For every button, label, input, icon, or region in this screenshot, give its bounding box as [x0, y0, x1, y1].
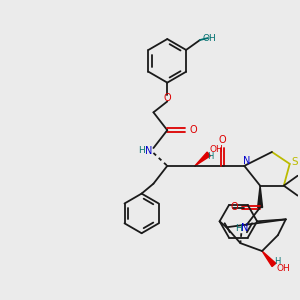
Text: O: O [164, 94, 171, 103]
Polygon shape [258, 186, 262, 208]
Text: OH: OH [277, 264, 291, 273]
Text: O: O [219, 135, 226, 145]
Polygon shape [195, 152, 210, 166]
Text: O: O [231, 202, 238, 212]
Text: H: H [274, 257, 280, 266]
Text: N: N [243, 156, 250, 166]
Text: N: N [241, 223, 248, 233]
Text: OH: OH [203, 34, 217, 43]
Text: N: N [145, 146, 152, 156]
Text: H: H [208, 152, 214, 161]
Text: H: H [235, 224, 242, 233]
Text: H: H [138, 146, 145, 155]
Text: O: O [189, 125, 197, 135]
Polygon shape [262, 251, 276, 266]
Text: OH: OH [210, 146, 224, 154]
Text: S: S [291, 157, 298, 167]
